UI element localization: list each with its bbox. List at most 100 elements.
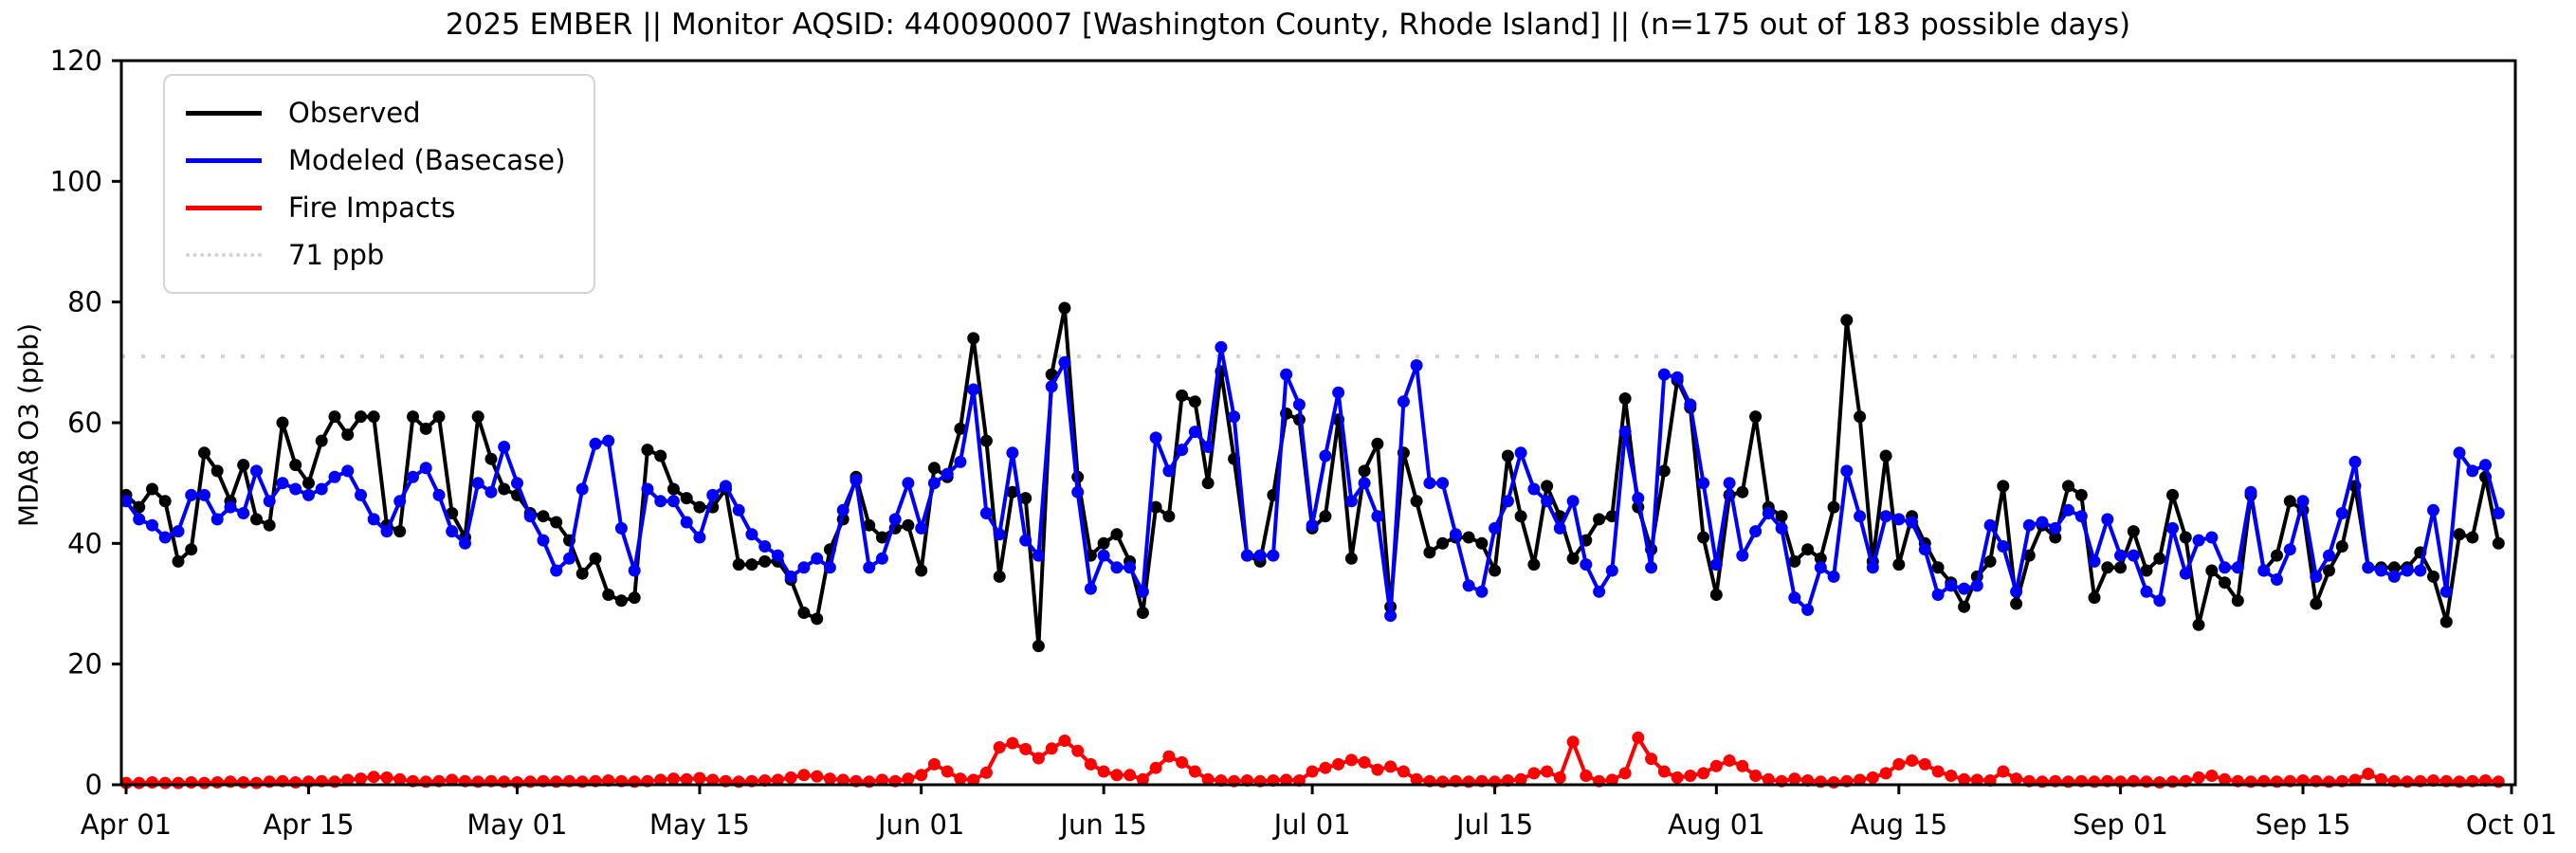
fire-line-marker xyxy=(654,773,667,787)
modeled-line-marker xyxy=(498,441,511,453)
x-tick-label: Aug 15 xyxy=(1850,808,1947,841)
observed-line-marker xyxy=(2166,488,2179,501)
modeled-line-marker xyxy=(237,507,250,519)
y-tick-label: 60 xyxy=(67,407,102,439)
modeled-line-marker xyxy=(1697,477,1710,490)
fire-line-marker xyxy=(1566,735,1580,749)
modeled-line-marker xyxy=(2062,503,2074,517)
modeled-line-marker xyxy=(2205,531,2219,544)
observed-line-marker xyxy=(1319,510,1332,523)
modeled-line-marker xyxy=(1306,518,1319,532)
fire-line-marker xyxy=(1827,776,1840,789)
modeled-line-marker xyxy=(836,503,850,517)
fire-line-marker xyxy=(1657,765,1671,778)
fire-line-marker xyxy=(1749,770,1763,782)
fire-line-marker xyxy=(1514,772,1527,786)
observed-line-marker xyxy=(2101,561,2114,574)
fire-line-marker xyxy=(1879,767,1892,780)
legend-label-fire: Fire Impacts xyxy=(288,191,456,224)
modeled-line-marker xyxy=(2466,464,2479,478)
modeled-line-marker xyxy=(1918,543,1931,556)
observed-line-marker xyxy=(146,482,158,496)
fire-line-marker xyxy=(836,773,850,787)
threshold-line-swatch xyxy=(186,253,262,257)
modeled-line-marker xyxy=(1397,395,1410,408)
observed-line-marker xyxy=(1983,554,1997,568)
modeled-line-marker xyxy=(667,495,680,508)
fire-line-marker xyxy=(1671,771,1684,784)
modeled-line-marker xyxy=(2219,561,2231,574)
observed-line-marker xyxy=(1032,640,1045,653)
observed-line-marker xyxy=(498,482,511,496)
modeled-line-marker xyxy=(719,480,732,493)
observed-line-marker xyxy=(1618,392,1632,405)
modeled-line-marker xyxy=(146,518,158,532)
modeled-line-marker xyxy=(2101,513,2114,526)
fire-line-marker xyxy=(2219,772,2231,786)
fire-line-marker xyxy=(1580,770,1593,782)
observed-line-marker xyxy=(276,416,289,429)
modeled-line-marker xyxy=(1749,525,1763,538)
fire-line-marker xyxy=(902,772,915,786)
y-tick-label: 40 xyxy=(67,527,102,559)
x-tick-label: Apr 15 xyxy=(263,808,354,841)
modeled-line-marker xyxy=(2401,564,2414,577)
fire-line-marker xyxy=(2205,770,2219,782)
modeled-line-marker xyxy=(1475,585,1489,598)
modeled-line-marker xyxy=(614,521,628,535)
observed-line-marker xyxy=(745,558,758,572)
modeled-line-marker xyxy=(745,528,758,541)
observed-line-marker xyxy=(1358,464,1371,478)
modeled-line-marker xyxy=(380,525,393,538)
fire-line-marker xyxy=(797,769,811,782)
modeled-line-marker xyxy=(1423,477,1436,490)
modeled-line-marker xyxy=(2271,573,2283,586)
modeled-line-marker xyxy=(1489,521,1502,535)
modeled-line-marker xyxy=(289,482,302,496)
modeled-line-marker xyxy=(2074,510,2088,523)
fire-line-marker xyxy=(1788,772,1801,786)
modeled-line-marker xyxy=(393,495,407,508)
modeled-line-marker xyxy=(2375,564,2387,577)
modeled-line-marker xyxy=(1084,582,1097,595)
observed-line-marker xyxy=(2466,531,2479,544)
modeled-line-marker xyxy=(1580,558,1593,572)
x-tick-label: Oct 01 xyxy=(2466,808,2557,841)
fire-line-marker xyxy=(1945,770,1958,782)
observed-line-marker xyxy=(680,492,693,505)
observed-line-marker xyxy=(1475,536,1489,550)
modeled-line-marker xyxy=(589,437,602,450)
observed-line-swatch xyxy=(186,110,262,116)
fire-line-marker xyxy=(667,772,680,786)
observed-line-marker xyxy=(2062,480,2074,493)
modeled-line-marker xyxy=(1384,609,1398,623)
modeled-line-marker xyxy=(263,495,276,508)
modeled-line-marker xyxy=(863,561,876,574)
observed-line-marker xyxy=(654,449,667,463)
fire-line-marker xyxy=(133,776,146,789)
modeled-line-marker xyxy=(2283,543,2296,556)
modeled-line-marker xyxy=(1176,444,1189,457)
fire-line-marker xyxy=(250,776,263,789)
fire-line-marker xyxy=(1032,752,1045,765)
observed-line-marker xyxy=(1058,301,1071,315)
fire-line-marker xyxy=(979,766,993,779)
fire-line-marker xyxy=(2010,772,2023,786)
fire-line-marker xyxy=(2153,776,2166,789)
observed-line-marker xyxy=(1188,395,1201,408)
fire-line-marker xyxy=(446,773,459,787)
observed-line-marker xyxy=(1527,558,1541,572)
fire-line-marker xyxy=(1918,757,1931,771)
fire-line-marker xyxy=(158,776,172,789)
observed-line-marker xyxy=(1879,449,1892,463)
fire-line-marker xyxy=(1541,765,1554,778)
observed-line-marker xyxy=(2427,570,2439,583)
modeled-line-marker xyxy=(2310,570,2323,583)
modeled-line-marker xyxy=(1854,510,1867,523)
modeled-line-marker xyxy=(2323,549,2335,562)
modeled-line-marker xyxy=(1762,507,1775,519)
modeled-line-marker xyxy=(1801,603,1815,616)
observed-line-marker xyxy=(1489,564,1502,577)
observed-line-marker xyxy=(2492,536,2505,550)
fire-line-marker xyxy=(915,769,928,782)
